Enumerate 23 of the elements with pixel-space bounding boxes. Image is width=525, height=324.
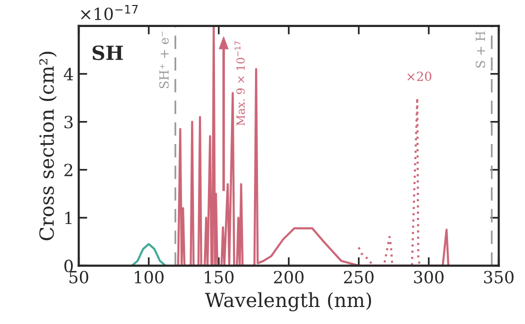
y-tick-label: 4: [64, 68, 74, 80]
y-tick-label: 3: [64, 116, 73, 128]
ref-line-label: S + H: [476, 31, 486, 68]
y-tick-label: 1: [65, 212, 72, 224]
line-series: [130, 243, 167, 266]
annotation: Max. 9 × 10$^{−17}$: [234, 41, 245, 126]
x-tick-label: 100: [134, 270, 164, 284]
ref-line-label: SH⁺ + e⁻: [159, 32, 169, 88]
annotation: SH: [92, 45, 123, 60]
x-tick-label: 150: [204, 270, 234, 284]
x-tick-label: 300: [414, 270, 444, 284]
line-series: [174, 26, 450, 266]
annotation: ×20: [407, 72, 432, 82]
x-tick-label: 250: [344, 270, 374, 284]
y-tick-label: 2: [64, 164, 72, 176]
line-series: [358, 96, 421, 266]
y-tick-label: 0: [64, 260, 73, 272]
y-axis-title: Cross section (cm²): [38, 52, 57, 240]
text: ×10$^{−17}$: [81, 5, 138, 20]
x-tick-label: 200: [274, 270, 304, 284]
x-axis-title: Wavelength (nm): [204, 292, 372, 312]
x-tick-label: 50: [70, 270, 88, 284]
x-tick-label: 350: [484, 270, 514, 284]
